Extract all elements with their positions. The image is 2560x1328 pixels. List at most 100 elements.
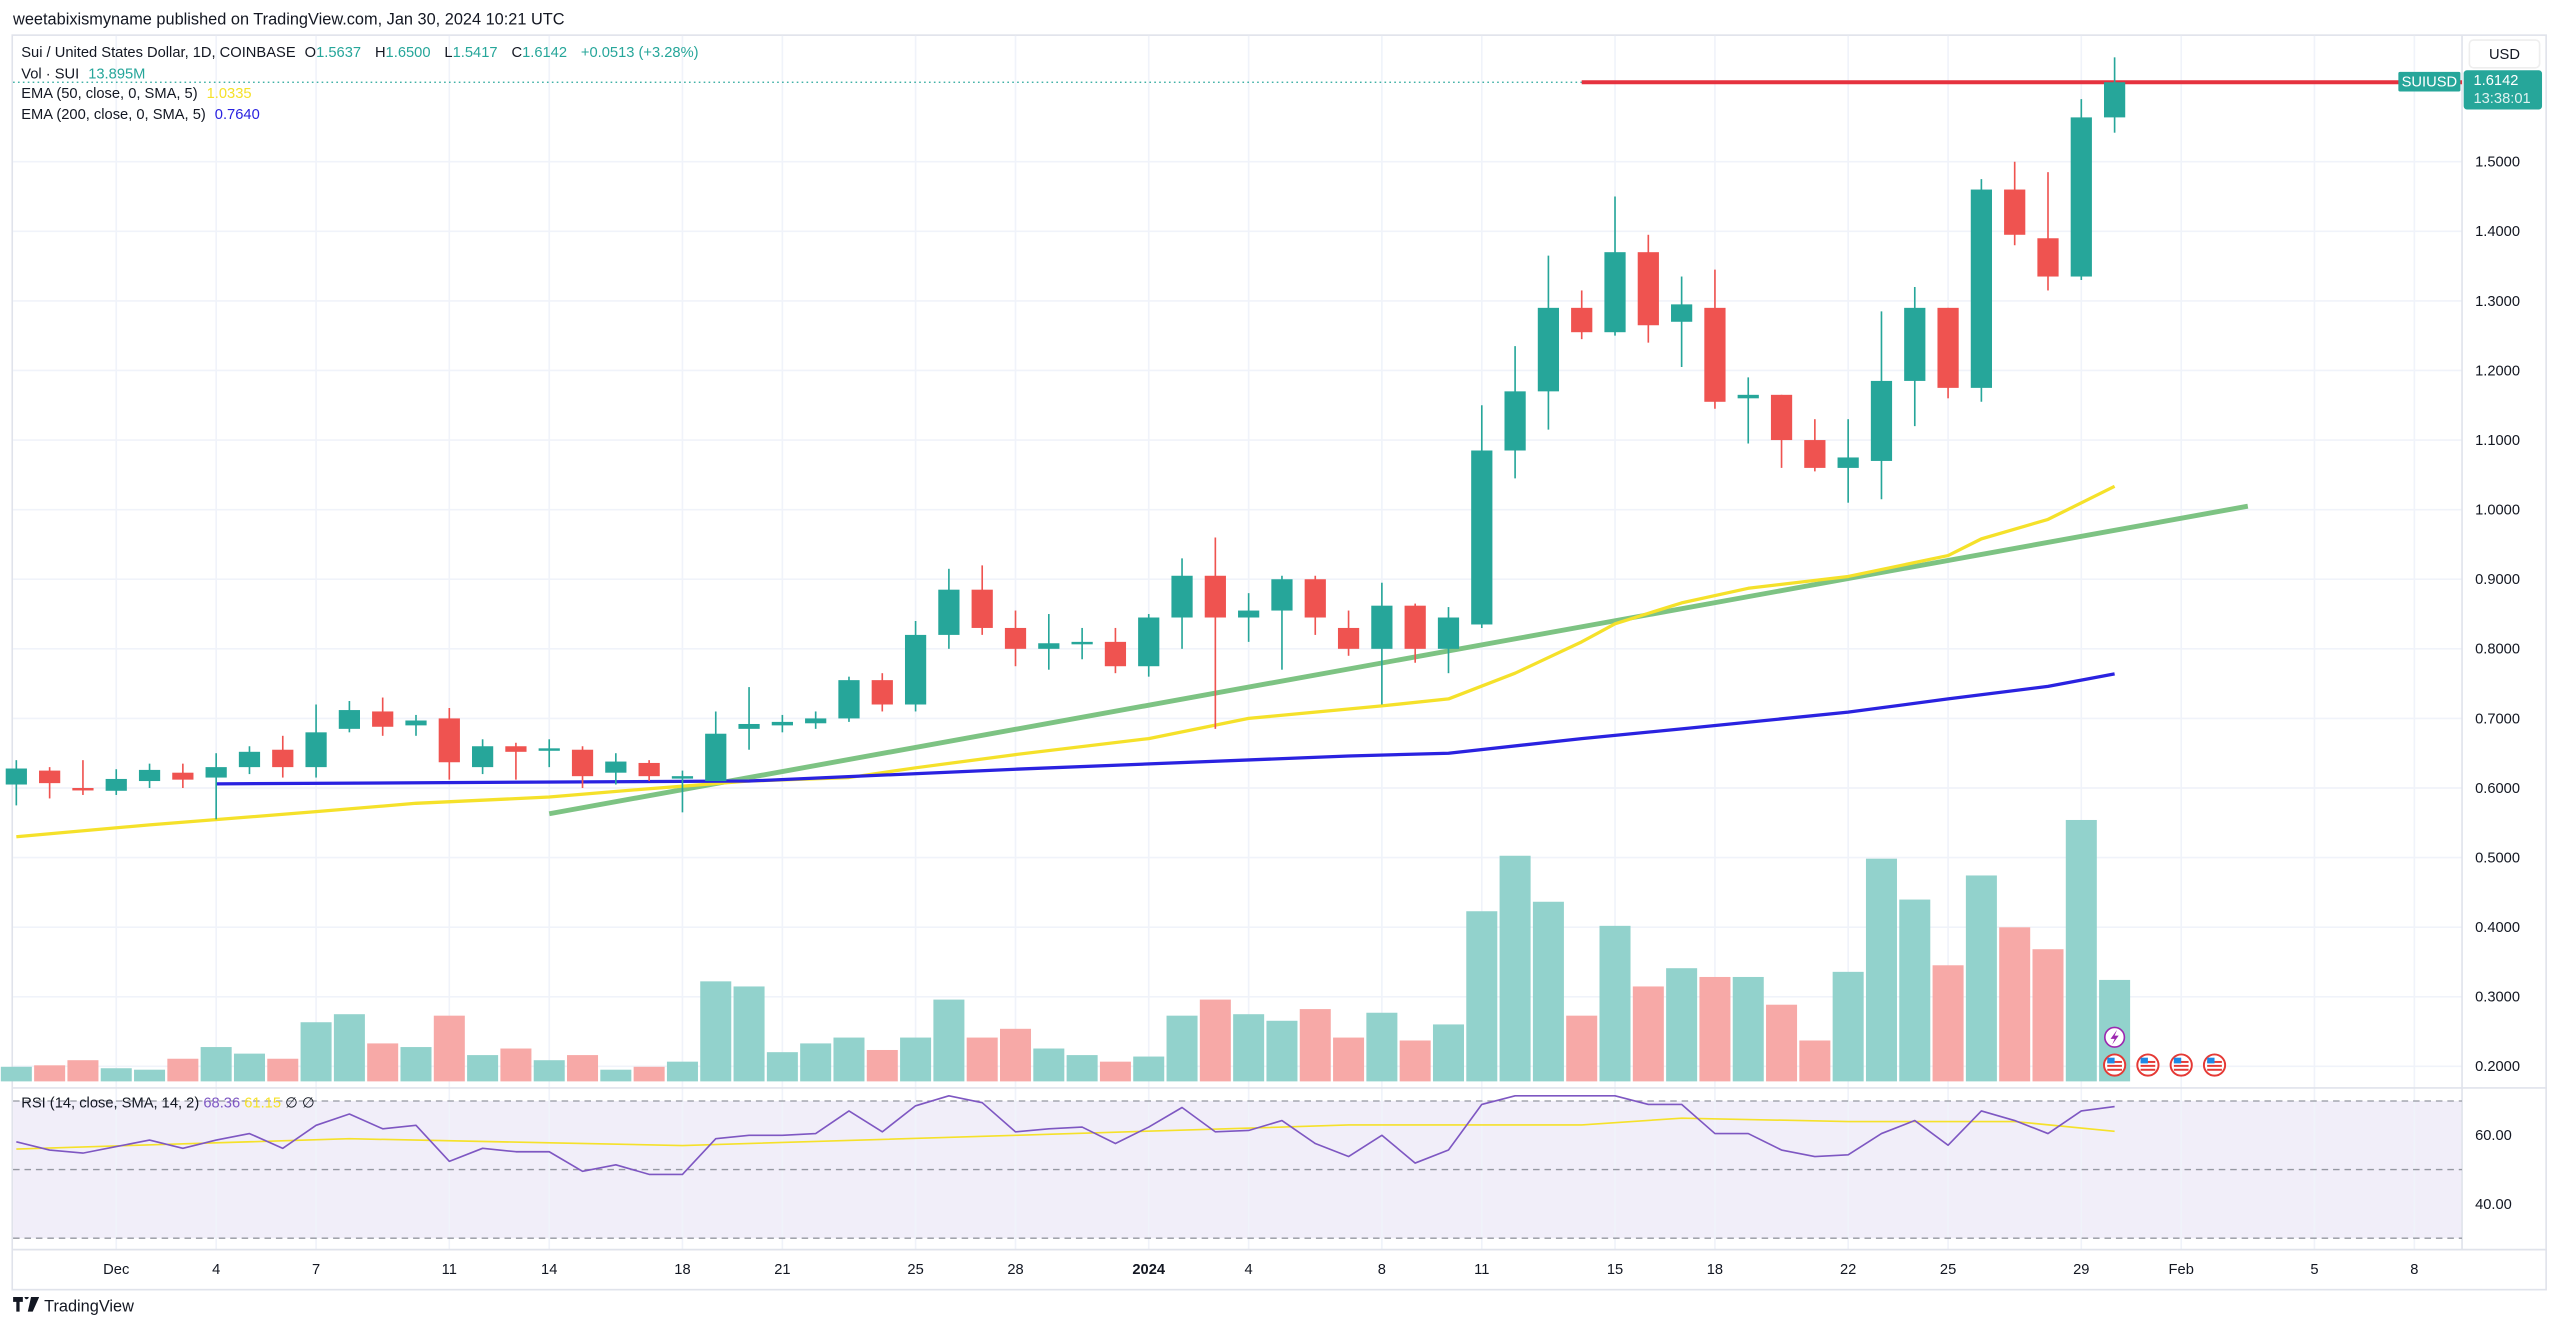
time-axis-label: Feb [2169,1262,2194,1278]
candle-body[interactable] [1304,579,1326,618]
candle-body[interactable] [39,770,61,784]
candle-body[interactable] [1604,252,1626,333]
candle-body[interactable] [605,761,627,773]
candle-body[interactable] [1504,391,1526,451]
volume-bar [600,1069,632,1082]
volume-bar [67,1060,99,1082]
time-axis-label: 4 [212,1262,220,1278]
time-axis-label: 21 [774,1262,790,1278]
candle-body[interactable] [1071,641,1093,645]
candle-body[interactable] [1770,394,1793,441]
candle-body[interactable] [871,680,893,705]
candle-body[interactable] [205,767,227,778]
candle-body[interactable] [138,769,161,782]
candle-body[interactable] [2004,189,2026,235]
candle-body[interactable] [1371,605,1393,649]
bar-countdown: 13:38:01 [2473,89,2531,107]
candle-body[interactable] [1571,307,1593,333]
candle-body[interactable] [838,680,860,719]
candle-body[interactable] [1637,252,1659,326]
candle-body[interactable] [438,718,460,763]
time-axis-label: 28 [1007,1262,1023,1278]
volume-legend[interactable]: Vol · SUI 13.895M [21,65,150,81]
candle-body[interactable] [1104,641,1127,667]
volume-bar [1466,911,1498,1082]
candle-body[interactable] [2103,82,2126,118]
volume-bar [1333,1037,1365,1082]
candle-body[interactable] [1171,575,1193,618]
volume-bar [500,1048,532,1082]
candle-body[interactable] [2037,238,2059,277]
candle-body[interactable] [1471,450,1493,625]
candle-body[interactable] [538,748,560,751]
candle-body[interactable] [1537,307,1560,392]
candle-body[interactable] [405,720,427,726]
candle-body[interactable] [1937,307,1959,388]
candle-body[interactable] [1238,610,1260,618]
candle-body[interactable] [1737,394,1759,399]
candle-body[interactable] [638,762,660,777]
symbol-title[interactable]: Sui / United States Dollar, 1D, COINBASE [21,44,296,61]
volume-bar [34,1065,66,1082]
candle-body[interactable] [1337,627,1360,649]
candle-body[interactable] [5,768,27,785]
candle-body[interactable] [238,751,261,768]
price-axis-label: 0.7000 [2475,711,2520,727]
candle-body[interactable] [471,746,494,768]
volume-bar [0,1066,32,1082]
candle-body[interactable] [1437,617,1460,649]
candle-body[interactable] [1870,380,1893,461]
candle-body[interactable] [1204,575,1226,618]
candle-body[interactable] [1904,307,1926,381]
ema200-legend[interactable]: EMA (200, close, 0, SMA, 5) 0.7640 [21,106,264,122]
candle-body[interactable] [1671,304,1693,322]
volume-bar [1066,1055,1098,1082]
candle-body[interactable] [971,589,993,628]
time-axis-label: 8 [2410,1262,2418,1278]
candle-body[interactable] [938,589,960,635]
candle-body[interactable] [305,732,327,768]
candle-body[interactable] [1404,605,1426,649]
candle-body[interactable] [1970,189,1992,388]
rsi-axis-label: 40.00 [2475,1197,2512,1213]
candle-body[interactable] [1038,643,1060,649]
volume-bar [1799,1040,1831,1082]
candle-body[interactable] [1837,457,1859,468]
candle-body[interactable] [172,772,194,780]
currency-button[interactable]: USD [2468,39,2541,69]
candle-body[interactable] [105,778,127,791]
rsi-legend[interactable]: RSI (14, close, SMA, 14, 2) 68.36 61.15 … [21,1094,315,1112]
flag-stripe [2140,1064,2156,1067]
candle-body[interactable] [571,749,594,777]
candle-body[interactable] [1804,440,1826,468]
candle-body[interactable] [72,788,94,791]
candle-body[interactable] [1004,627,1027,649]
price-axis-label: 0.9000 [2475,572,2520,588]
candle-body[interactable] [805,718,827,724]
ema50-legend[interactable]: EMA (50, close, 0, SMA, 5) 1.0335 [21,85,256,101]
candle-body[interactable] [904,634,927,705]
candle-body[interactable] [1138,617,1160,667]
flag-stripe [2107,1068,2122,1071]
rsi-label: RSI (14, close, SMA, 14, 2) [21,1094,200,1111]
candle-body[interactable] [338,710,360,729]
candle-body[interactable] [505,746,527,752]
candle-body[interactable] [738,723,760,729]
candle-body[interactable] [1704,307,1726,402]
flag-stripe [2173,1064,2189,1067]
candle-body[interactable] [671,776,694,779]
high-label: H [374,44,386,61]
candle-body[interactable] [372,711,394,727]
tradingview-brand[interactable]: TradingView [13,1294,134,1317]
volume-bar [700,981,732,1082]
candle-body[interactable] [1271,579,1293,611]
candle-body[interactable] [771,721,793,726]
candle-body[interactable] [272,749,294,768]
candle-body[interactable] [705,733,727,782]
volume-bar [1699,976,1731,1082]
volume-bar [900,1037,932,1082]
time-axis-label: 25 [1940,1262,1956,1278]
candle-body[interactable] [2070,117,2092,277]
